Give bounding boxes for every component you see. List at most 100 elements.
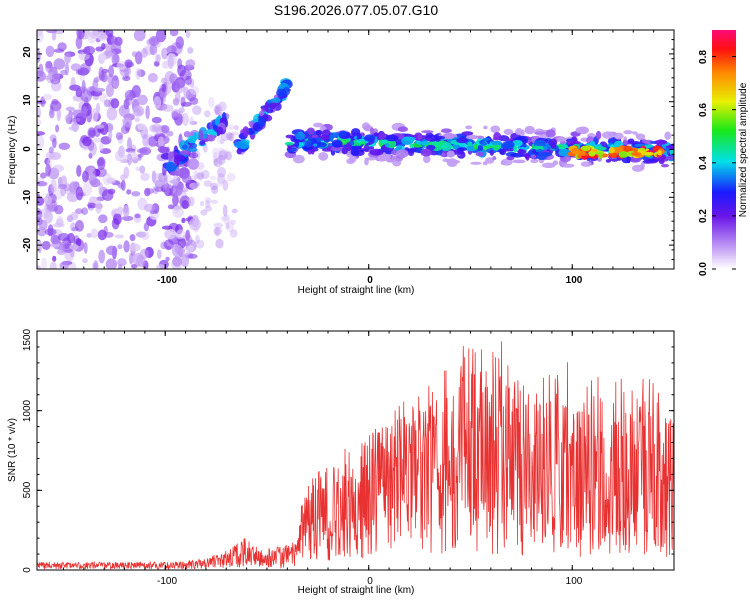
heatmap-cell xyxy=(220,132,230,142)
heatmap-cell xyxy=(45,60,53,69)
heatmap-cell xyxy=(153,96,162,109)
heatmap-cell xyxy=(37,181,48,187)
heatmap-cell xyxy=(99,142,104,152)
heatmap-cell xyxy=(121,215,134,222)
heatmap-cell xyxy=(533,131,546,135)
heatmap-cell xyxy=(513,144,518,153)
heatmap-cell xyxy=(157,145,167,153)
heatmap-cell xyxy=(155,54,161,63)
heatmap-cell xyxy=(225,124,235,130)
heatmap-cell xyxy=(37,107,42,119)
heatmap-cell xyxy=(76,86,88,92)
heatmap-cell xyxy=(446,159,461,164)
heatmap-cell xyxy=(225,151,232,161)
heatmap-cell xyxy=(213,104,223,116)
heatmap-cell xyxy=(213,226,222,236)
heatmap-cell xyxy=(41,240,51,250)
colorbar-tick-label: 0.0 xyxy=(698,262,709,276)
heatmap-cell xyxy=(386,159,394,163)
heatmap-cell xyxy=(321,148,333,152)
heatmap-cell xyxy=(43,202,55,213)
heatmap-cell xyxy=(545,129,556,138)
heatmap-cell xyxy=(91,108,99,122)
heatmap-cell xyxy=(189,116,194,125)
heatmap-cell xyxy=(137,123,146,131)
heatmap-cell xyxy=(159,136,166,147)
heatmap-cell xyxy=(370,127,375,136)
heatmap-cell xyxy=(98,214,108,224)
heatmap-cell xyxy=(108,128,113,141)
heatmap-cell xyxy=(535,149,544,153)
heatmap-cell xyxy=(242,126,250,137)
heatmap-cell xyxy=(45,45,55,58)
heatmap-cell xyxy=(65,113,72,123)
heatmap-cell xyxy=(43,210,54,224)
heatmap-cell xyxy=(395,149,409,159)
heatmap-cell xyxy=(161,225,173,230)
heatmap-cell xyxy=(139,165,146,174)
heatmap-cell xyxy=(207,134,216,142)
heatmap-cell xyxy=(214,105,222,115)
heatmap-cell xyxy=(530,154,537,159)
heatmap-cell xyxy=(57,232,70,242)
heatmap-cell xyxy=(363,144,370,152)
heatmap-cell xyxy=(135,166,141,172)
heatmap-cell xyxy=(151,116,162,124)
heatmap-cell xyxy=(213,157,223,168)
heatmap-cell xyxy=(598,152,603,159)
heatmap-cell xyxy=(632,131,638,135)
heatmap-cell xyxy=(187,158,200,170)
heatmap-cell xyxy=(217,154,226,165)
heatmap-cell xyxy=(384,142,390,148)
heatmap-cell xyxy=(331,139,343,148)
heatmap-cell xyxy=(562,163,575,168)
heatmap-cell xyxy=(217,173,226,185)
heatmap-cell xyxy=(128,252,134,265)
heatmap-cell xyxy=(49,151,62,161)
heatmap-cell xyxy=(172,194,179,207)
y-tick-label: -20 xyxy=(22,237,33,252)
heatmap-cell xyxy=(483,125,488,130)
heatmap-cell xyxy=(536,152,547,161)
colorbar-tick-label: 0.6 xyxy=(698,103,709,117)
x-tick-label: -100 xyxy=(157,275,177,286)
heatmap-cell xyxy=(490,125,501,134)
heatmap-cell xyxy=(123,98,130,110)
heatmap-cell xyxy=(53,48,65,53)
heatmap-cell xyxy=(82,182,93,196)
heatmap-cell xyxy=(82,136,92,147)
heatmap-cell xyxy=(171,258,183,269)
heatmap-cell xyxy=(350,148,360,157)
heatmap-cell xyxy=(80,89,93,103)
heatmap-cell xyxy=(87,127,96,139)
y-axis-label: Frequency (Hz) xyxy=(7,116,18,185)
heatmap-cell xyxy=(76,30,85,40)
heatmap-cell xyxy=(76,165,82,177)
heatmap-cell xyxy=(503,128,514,136)
heatmap-cell xyxy=(470,161,482,165)
heatmap-cell xyxy=(134,117,140,123)
heatmap-cell xyxy=(272,97,281,104)
heatmap-cell xyxy=(147,72,158,83)
heatmap-cell xyxy=(169,30,179,37)
heatmap-cell xyxy=(219,139,225,145)
heatmap-cell xyxy=(154,186,164,192)
heatmap-cell xyxy=(83,45,96,55)
heatmap-cell xyxy=(90,228,99,239)
heatmap-cell xyxy=(186,245,195,252)
heatmap-cell xyxy=(524,153,530,160)
colorbar-gradient xyxy=(712,30,736,269)
y-tick-label: 0 xyxy=(22,146,33,152)
heatmap-cell xyxy=(512,159,526,164)
heatmap-cell xyxy=(420,148,432,157)
x-tick-label: 0 xyxy=(367,576,373,587)
heatmap-cell xyxy=(182,112,189,127)
heatmap-cell xyxy=(171,187,176,194)
heatmap-cell xyxy=(137,153,144,158)
heatmap-cell xyxy=(116,61,128,70)
heatmap-cell xyxy=(185,229,191,242)
heatmap-cell xyxy=(368,146,375,150)
heatmap-cell xyxy=(276,88,287,97)
heatmap-cell xyxy=(98,71,106,82)
